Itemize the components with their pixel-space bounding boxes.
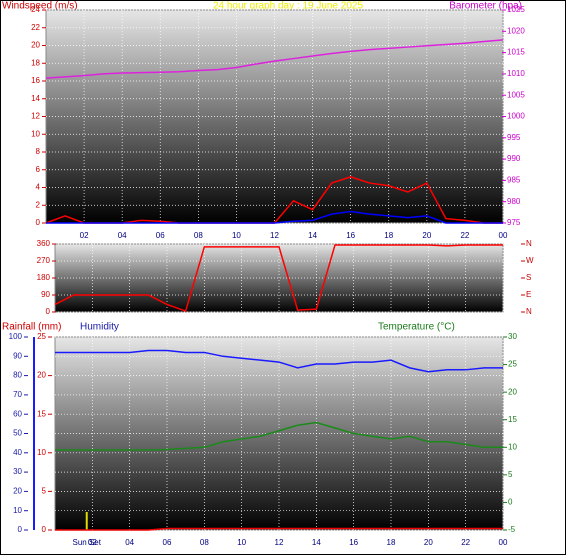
tick-label: 90: [41, 290, 50, 299]
x-tick-label: 18: [384, 231, 393, 240]
tick-label: 30: [13, 467, 22, 476]
tick-label: 20: [13, 487, 22, 496]
tick-label: 40: [13, 448, 22, 457]
y-label: Windspeed (m/s): [2, 1, 78, 12]
chart-title: 24 hour graph day : 19 June 2025: [213, 1, 364, 12]
tick-label: 8: [36, 147, 41, 156]
x-tick-label: 08: [200, 538, 209, 547]
tick-label: 60: [13, 409, 22, 418]
x-tick-label: 04: [125, 538, 134, 547]
tick-label: 30: [508, 332, 517, 341]
x-tick-label: 12: [275, 538, 284, 547]
x-tick-label: 20: [424, 538, 433, 547]
tick-label: 1010: [507, 69, 525, 78]
x-tick-label: 22: [461, 538, 470, 547]
tick-label: 25: [37, 332, 46, 341]
tick-label: 14: [31, 94, 40, 103]
x-tick-label: 16: [349, 538, 358, 547]
x-tick-label: 10: [232, 231, 241, 240]
y2-label: Barometer (hpa): [449, 1, 522, 12]
tick-label: 1000: [507, 112, 525, 121]
annotation: Sun Set: [72, 538, 101, 547]
tick-label: 90: [13, 351, 22, 360]
tick-label: 0: [46, 307, 51, 316]
tick-label: 10: [37, 448, 46, 457]
tick-label: 22: [31, 23, 40, 32]
tick-label: 5: [42, 487, 47, 496]
tick-label: 25: [508, 360, 517, 369]
tick-label: 975: [507, 218, 521, 227]
tick-label: 360: [37, 239, 51, 248]
series-line: [54, 244, 503, 313]
tick-label: 5: [508, 470, 513, 479]
tick-label: 20: [31, 41, 40, 50]
tick-label: 6: [36, 165, 41, 174]
tick-label: 80: [13, 371, 22, 380]
tick-label: 18: [31, 58, 40, 67]
x-tick-label: 14: [308, 231, 317, 240]
series-line: [55, 349, 503, 373]
tick-label: 10: [31, 129, 40, 138]
tick-label: 24: [31, 5, 40, 14]
tick-label: 0: [36, 218, 41, 227]
x-tick-label: 00: [499, 231, 508, 240]
series-line: [55, 527, 503, 531]
tick-label: 1020: [507, 26, 525, 35]
x-tick-label: 18: [387, 538, 396, 547]
tick-label: N: [526, 307, 532, 316]
tick-label: 20: [37, 371, 46, 380]
tick-label: 180: [37, 273, 51, 282]
tick-label: S: [526, 273, 531, 282]
tick-label: 1005: [507, 90, 525, 99]
tick-label: 995: [507, 133, 521, 142]
tick-label: 100: [9, 332, 23, 341]
tick-label: N: [526, 239, 532, 248]
y3-label: Rainfall (mm): [2, 322, 61, 333]
tick-label: 10: [13, 506, 22, 515]
tick-label: 12: [31, 112, 40, 121]
tick-label: 20: [508, 387, 517, 396]
x-tick-label: 00: [499, 538, 508, 547]
tick-label: E: [526, 290, 531, 299]
tick-label: 1015: [507, 48, 525, 57]
x-tick-label: 04: [118, 231, 127, 240]
x-tick-label: 08: [194, 231, 203, 240]
tick-label: 270: [37, 256, 51, 265]
x-tick-label: 02: [88, 538, 97, 547]
tick-label: 15: [37, 409, 46, 418]
tick-label: 16: [31, 76, 40, 85]
tick-label: 0: [18, 525, 23, 534]
tick-label: 985: [507, 176, 521, 185]
x-tick-label: 16: [346, 231, 355, 240]
tick-label: 15: [508, 415, 517, 424]
series-line: [46, 210, 503, 224]
tick-label: 50: [13, 429, 22, 438]
tick-label: 990: [507, 154, 521, 163]
x-tick-label: 02: [80, 231, 89, 240]
y-label: Humidity: [80, 322, 119, 333]
tick-label: 1025: [507, 5, 525, 14]
tick-label: 10: [508, 442, 517, 451]
tick-label: 0: [508, 498, 513, 507]
x-tick-label: 10: [237, 538, 246, 547]
tick-label: W: [526, 256, 534, 265]
x-tick-label: 12: [270, 231, 279, 240]
y2-label: Temperature (°C): [378, 322, 455, 333]
tick-label: 70: [13, 390, 22, 399]
x-tick-label: 20: [422, 231, 431, 240]
series-line: [55, 421, 503, 451]
x-tick-label: 22: [460, 231, 469, 240]
x-tick-label: 06: [163, 538, 172, 547]
x-tick-label: 06: [156, 231, 165, 240]
tick-label: -5: [508, 525, 516, 534]
tick-label: 2: [36, 200, 41, 209]
series-line: [45, 39, 504, 79]
tick-label: 980: [507, 197, 521, 206]
x-tick-label: 14: [312, 538, 321, 547]
tick-label: 4: [36, 183, 41, 192]
tick-label: 0: [42, 525, 47, 534]
